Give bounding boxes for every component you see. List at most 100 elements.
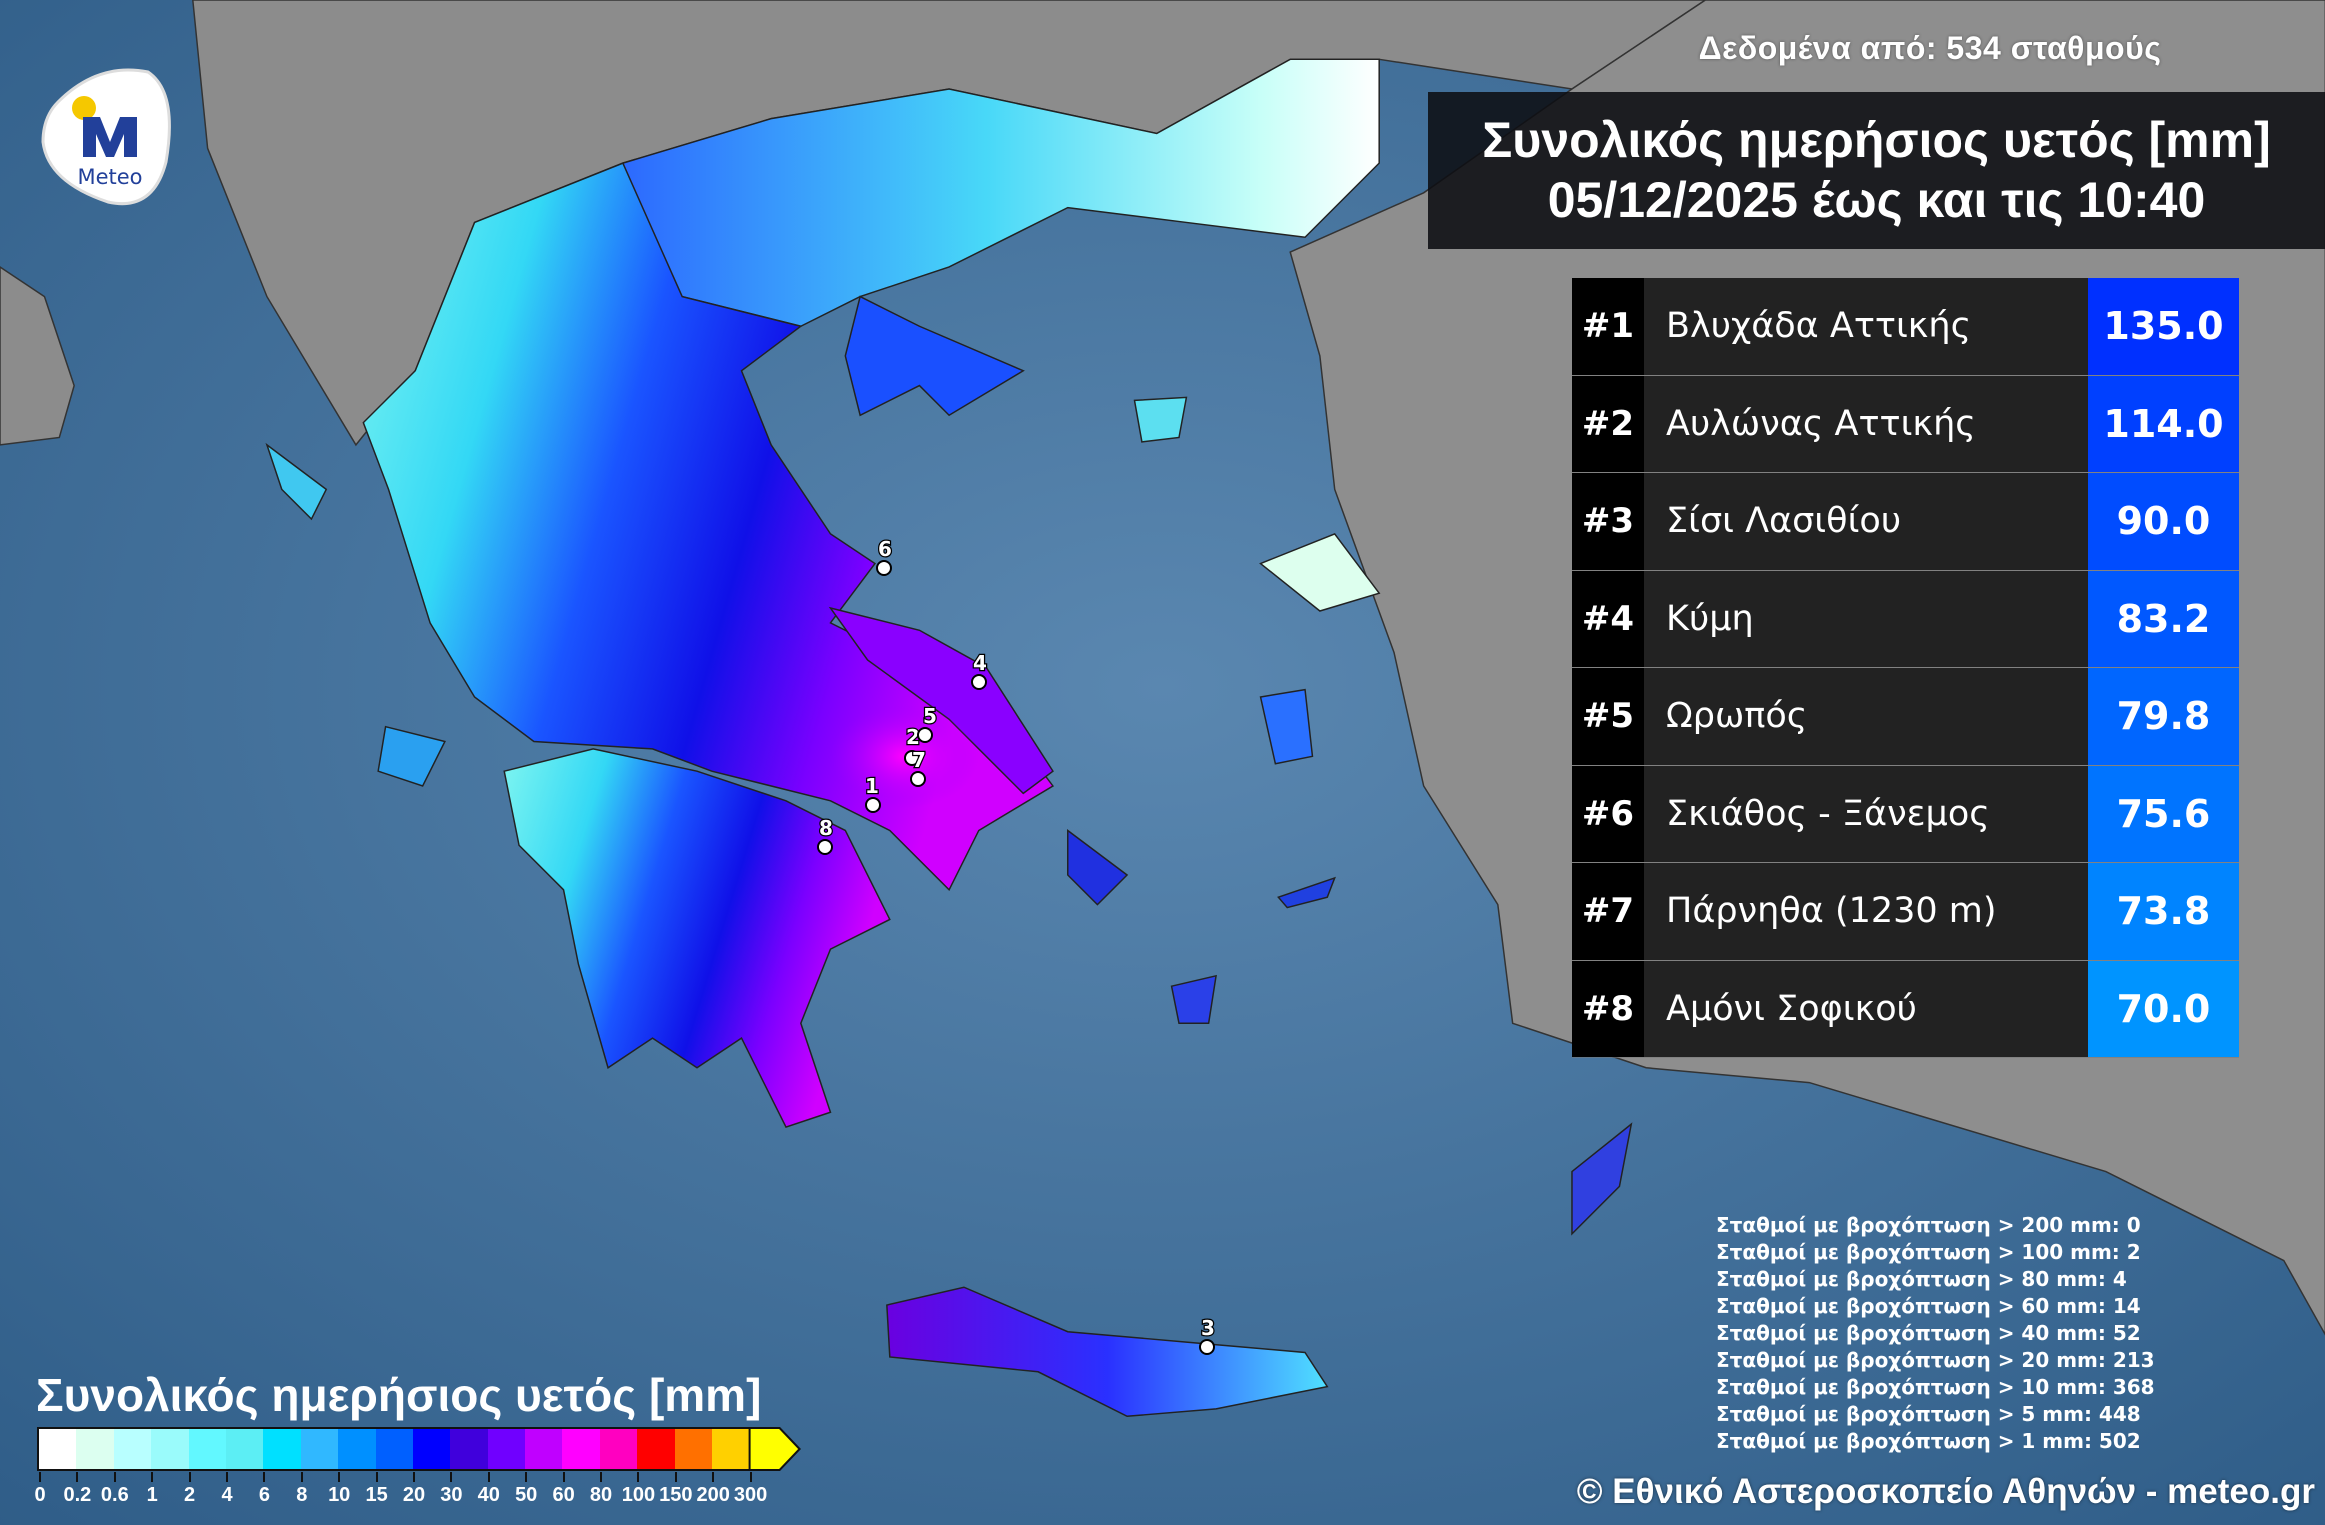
legend-tick [76,1472,79,1482]
stat-line: Σταθμοί με βροχόπτωση > 100 mm: 2 [1716,1240,2141,1264]
station-marker[interactable]: 2 [904,724,921,766]
legend-tick-label: 60 [552,1484,575,1506]
legend-swatch [637,1429,675,1469]
station-dot [917,727,933,743]
island-kefalonia [377,725,446,787]
island-cyclades [1067,828,1129,906]
island-corfu [265,442,328,521]
legend-tick [39,1472,41,1482]
meteo-logo: Meteo [41,68,171,206]
station-marker-label: 6 [878,537,892,561]
station-dot [971,674,987,690]
rain-value: 83.2 [2088,570,2239,667]
legend-title: Συνολικός ημερήσιος υετός [mm] [36,1369,762,1421]
station-dot [910,771,926,787]
rank-cell: #8 [1572,960,1644,1057]
station-dot [876,560,892,576]
station-marker-label: 4 [973,651,987,675]
rain-value: 90.0 [2088,473,2239,570]
table-row: #3 Σίσι Λασιθίου 90.0 [1572,473,2239,571]
legend-tick-label: 100 [621,1484,656,1506]
legend-tick-label: 1 [146,1484,158,1506]
island-naxos [1170,974,1217,1025]
table-row: #6 Σκιάθος - Ξάνεμος 75.6 [1572,765,2239,863]
legend-tick-label: 15 [365,1484,388,1506]
legend-swatch [76,1429,114,1469]
data-source-count: Δεδομένα από: 534 σταθμούς [1698,30,2162,66]
legend-tick-label: 4 [221,1484,233,1506]
station-marker-label: 1 [865,774,879,798]
legend-tick [338,1472,341,1482]
table-row: #7 Πάρνηθα (1230 m) 73.8 [1572,863,2239,961]
station-marker-label: 5 [923,704,937,728]
table-row: #5 Ωρωπός 79.8 [1572,668,2239,766]
rain-value: 75.6 [2088,765,2239,862]
station-name: Αμόνι Σοφικού [1644,960,2088,1057]
legend-tick-label: 80 [589,1484,613,1506]
station-dot [817,839,833,855]
legend-swatch [375,1429,413,1469]
legend-swatch [225,1429,264,1469]
legend-ticks: 0 0.2 0.6 1 2 4 6 8 10 15 20 30 40 50 60 80 100 150 200 300 [34,1472,937,1512]
station-name: Βλυχάδα Αττικής [1644,278,2088,375]
table-row: #8 Αμόνι Σοφικού 70.0 [1572,960,2239,1058]
legend-swatch [674,1429,713,1469]
legend-swatch [450,1429,488,1469]
title-panel: Συνολικός ημερήσιος υετός [mm] 05/12/202… [1428,92,2325,249]
legend-tick [749,1472,752,1482]
station-name: Πάρνηθα (1230 m) [1644,863,2088,960]
station-dot [904,750,920,766]
legend-tick-label: 0.6 [100,1484,129,1506]
legend-tick [413,1472,415,1482]
station-marker[interactable]: 3 [1199,1315,1216,1355]
legend-swatch [599,1429,638,1469]
stat-line: Σταθμοί με βροχόπτωση > 60 mm: 14 [1716,1294,2141,1318]
land-italy [0,266,75,446]
stat-line: Σταθμοί με βροχόπτωση > 10 mm: 368 [1716,1375,2155,1399]
rank-cell: #3 [1572,473,1644,570]
copyright: © Εθνικό Αστεροσκοπείο Αθηνών - meteo.gr [1576,1472,2315,1511]
legend-tick [226,1472,228,1482]
legend-tick [151,1472,154,1482]
island-crete [886,1286,1329,1418]
table-row: #4 Κύμη 83.2 [1572,570,2239,668]
stat-line: Σταθμοί με βροχόπτωση > 200 mm: 0 [1716,1213,2141,1237]
rain-value: 70.0 [2088,960,2239,1057]
station-dot [1199,1339,1215,1355]
legend-tick [600,1472,602,1482]
legend-tick [450,1472,453,1482]
legend-tick [487,1472,490,1482]
station-marker-label: 8 [819,816,833,840]
rank-cell: #2 [1572,375,1644,472]
station-name: Σκιάθος - Ξάνεμος [1644,765,2088,862]
legend-tick-label: 200 [696,1484,730,1506]
island-lesvos [1259,532,1381,612]
region-chalkidiki [844,295,1025,417]
rain-value: 73.8 [2088,863,2239,960]
island-chios [1259,688,1314,765]
station-marker[interactable]: 6 [876,536,893,576]
station-marker[interactable]: 5 [917,703,938,743]
legend-tick [525,1472,528,1482]
rank-cell: #6 [1572,765,1644,862]
station-marker-label: 3 [1201,1316,1215,1340]
stat-line: Σταθμοί με βροχόπτωση > 40 mm: 52 [1716,1321,2141,1345]
table-row: #2 Αυλώνας Αττικής 114.0 [1572,375,2239,473]
station-marker[interactable]: 4 [971,650,988,690]
legend-swatch [562,1429,600,1469]
stat-line: Σταθμοί με βροχόπτωση > 5 mm: 448 [1716,1402,2141,1426]
legend-tick [375,1472,378,1482]
island-lemnos [1133,396,1188,443]
legend-swatch [151,1429,189,1469]
station-marker[interactable]: 8 [817,815,834,855]
legend-swatch [300,1429,339,1469]
legend-swatch [525,1429,563,1469]
station-name: Σίσι Λασιθίου [1644,473,2088,570]
station-marker[interactable]: 1 [864,773,881,813]
legend-tick-label: 2 [184,1484,196,1506]
station-marker[interactable]: 7 [910,747,927,787]
legend-tick [637,1472,640,1482]
rain-value: 114.0 [2088,375,2239,472]
legend-swatch [263,1429,301,1469]
legend-tick-label: 10 [328,1484,351,1506]
